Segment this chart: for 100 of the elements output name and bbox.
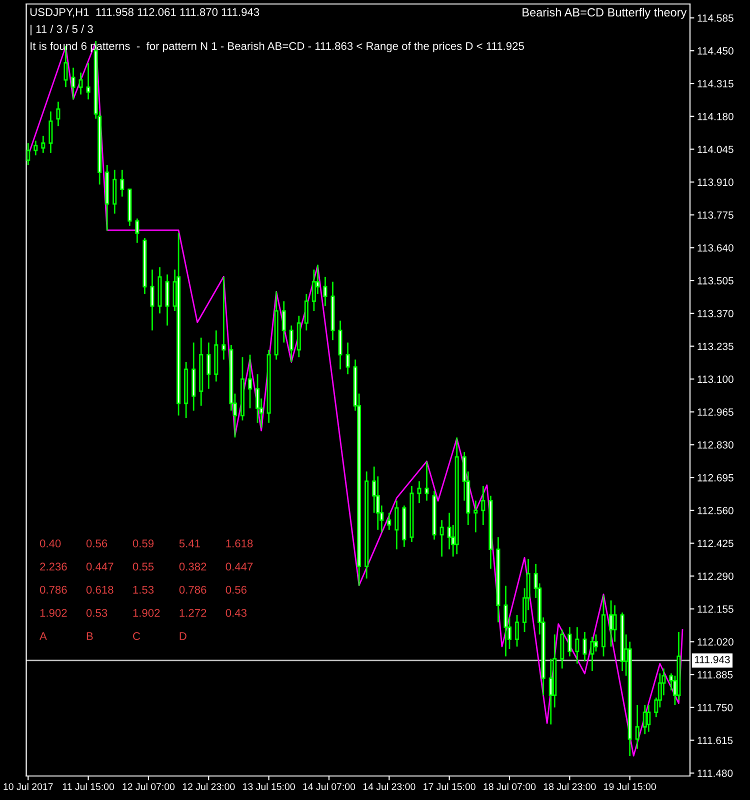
candlestick xyxy=(282,300,286,344)
candlestick xyxy=(612,604,617,642)
annotation: 1.902 xyxy=(133,608,160,617)
candlestick xyxy=(323,276,328,307)
ref-line-label: 111.943 xyxy=(694,656,730,664)
y-tick-label: 112.695 xyxy=(698,474,734,482)
candlestick xyxy=(346,342,350,375)
y-tick-label: 113.370 xyxy=(698,310,734,318)
annotation: 0.447 xyxy=(226,562,253,571)
x-tick-label: 18 Jul 07:00 xyxy=(484,782,536,790)
candlestick xyxy=(568,626,572,658)
annotation: 0.447 xyxy=(86,562,114,571)
x-tick-label: 12 Jul 07:00 xyxy=(122,782,175,790)
y-tick-label: 111.750 xyxy=(698,704,733,712)
x-tick-label: 14 Jul 07:00 xyxy=(303,782,356,790)
y-tick-label: 113.505 xyxy=(698,277,734,284)
annotation: 0.43 xyxy=(226,608,247,617)
candlestick xyxy=(256,373,260,424)
y-tick-label: 114.315 xyxy=(698,80,734,88)
x-tick-label: 13 Jul 15:00 xyxy=(243,782,295,790)
candlestick xyxy=(222,276,226,360)
annotation: 0.382 xyxy=(179,562,206,571)
line-series xyxy=(27,41,684,757)
annotation: 0.56 xyxy=(226,586,247,594)
y-tick-label: 114.585 xyxy=(698,14,734,22)
candlestick xyxy=(304,293,308,332)
chart-title: Bearish AB=CD Butterfly theory xyxy=(522,8,687,19)
candlestick xyxy=(71,67,76,100)
annotation: A xyxy=(40,632,47,640)
y-tick-label: 114.180 xyxy=(698,112,734,120)
x-tick-label: 12 Jul 23:00 xyxy=(182,782,235,790)
candlestick xyxy=(312,268,316,312)
annotation: 0.618 xyxy=(86,586,114,594)
y-tick-label: 112.425 xyxy=(698,540,734,548)
candlestick xyxy=(387,512,392,531)
y-tick-label: 113.640 xyxy=(698,244,734,252)
y-tick-label: 112.560 xyxy=(698,506,734,514)
candlestick xyxy=(582,631,587,662)
candlestick xyxy=(575,626,580,664)
y-tick-label: 113.910 xyxy=(698,178,734,186)
candlestick xyxy=(248,354,252,409)
x-tick-label: 19 Jul 15:00 xyxy=(604,782,656,790)
y-tick-label: 112.155 xyxy=(698,605,734,613)
annotation: D xyxy=(180,632,186,640)
candlestick xyxy=(548,658,553,726)
candlestick xyxy=(515,614,520,648)
candlestick xyxy=(150,268,154,332)
y-tick-label: 113.100 xyxy=(698,376,734,383)
annotation: 1.902 xyxy=(40,608,67,617)
x-tick-label: 18 Jul 23:00 xyxy=(544,782,596,790)
y-tick-label: 111.480 xyxy=(698,770,733,777)
y-tick-label: 114.045 xyxy=(698,146,734,154)
candlestick xyxy=(642,704,647,735)
candlestick xyxy=(78,72,83,96)
candlestick xyxy=(289,324,294,363)
candlestick xyxy=(34,140,38,156)
candlestick xyxy=(48,110,53,154)
annotation: 1.53 xyxy=(133,586,154,594)
annotation: 5.41 xyxy=(179,540,200,548)
y-tick-label: 112.020 xyxy=(698,638,734,646)
annotation: 1.618 xyxy=(226,540,253,548)
annotation: | 11 / 3 / 5 / 3 xyxy=(30,24,93,36)
candlestick xyxy=(590,636,594,672)
candlestick xyxy=(504,585,508,658)
x-tick-label: 17 Jul 15:00 xyxy=(424,782,476,790)
candlestick xyxy=(635,704,640,750)
candlestick xyxy=(646,704,651,732)
candlestick xyxy=(120,169,124,198)
candlestick xyxy=(481,485,486,526)
candlestick xyxy=(41,135,46,154)
candlestick xyxy=(135,218,140,244)
y-tick-label: 112.290 xyxy=(698,572,734,580)
annotation: 0.40 xyxy=(40,540,61,548)
y-tick-label: 111.615 xyxy=(698,736,733,744)
x-tick-label: 14 Jul 23:00 xyxy=(363,782,416,790)
annotation: C xyxy=(133,632,140,640)
y-tick-label: 112.965 xyxy=(698,408,734,416)
annotation: 0.59 xyxy=(132,540,154,548)
y-tick-label: 114.450 xyxy=(698,47,734,55)
annotation: USDJPY,H1 111.958 112.061 111.870 111.943 xyxy=(30,8,260,18)
candlestick xyxy=(594,634,598,652)
candlestick xyxy=(26,142,30,166)
annotation: 0.53 xyxy=(86,608,108,617)
candlestick xyxy=(440,519,444,558)
annotation: 0.786 xyxy=(179,586,206,594)
y-tick-label: 113.235 xyxy=(698,342,734,350)
annotation: 1.272 xyxy=(180,608,206,617)
annotation: B xyxy=(86,632,93,640)
y-tick-label: 113.775 xyxy=(698,211,734,219)
annotation: 0.56 xyxy=(86,540,108,548)
candlestick xyxy=(417,480,422,504)
candlestick xyxy=(424,461,429,502)
candlestick xyxy=(474,500,478,533)
candlestick xyxy=(56,101,60,127)
annotation: 0.786 xyxy=(40,586,67,594)
annotation: 0.55 xyxy=(132,562,154,571)
annotation: 2.236 xyxy=(40,562,67,571)
y-tick-label: 112.830 xyxy=(698,441,734,449)
x-tick-label: 10 Jul 2017 xyxy=(4,782,53,790)
candlestick xyxy=(609,600,614,648)
